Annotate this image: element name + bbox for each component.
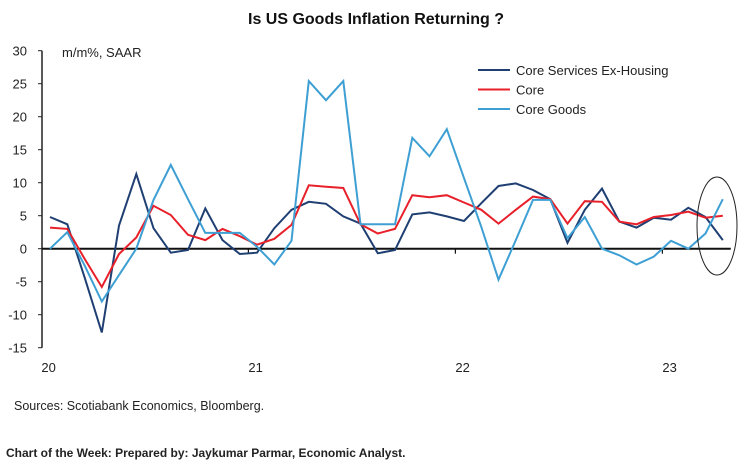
legend-item: Core Services Ex-Housing <box>478 63 668 78</box>
x-tick-label: 21 <box>248 360 262 375</box>
legend-item: Core Goods <box>478 102 587 117</box>
y-axis: -15 -10 -5 0 5 10 15 20 25 30 <box>8 44 43 356</box>
y-tick-label: 30 <box>13 44 27 59</box>
series-line-core-goods <box>49 78 724 304</box>
y-tick-label: -10 <box>8 308 27 323</box>
highlight-ellipse <box>696 176 738 276</box>
y-tick-label: 20 <box>13 110 27 125</box>
chart-title: Is US Goods Inflation Returning ? <box>248 11 504 28</box>
x-tick-label: 20 <box>41 360 55 375</box>
y-tick-label: -5 <box>15 275 27 290</box>
x-tick-label: 22 <box>455 360 469 375</box>
legend-label: Core Services Ex-Housing <box>516 63 668 78</box>
y-tick-label: 0 <box>20 242 27 257</box>
x-tick-label: 23 <box>662 360 676 375</box>
series-lines <box>49 78 724 333</box>
footer-credit: Chart of the Week: Prepared by: Jaykumar… <box>6 446 405 460</box>
y-tick-label: 25 <box>13 77 27 92</box>
legend-label: Core Goods <box>516 102 587 117</box>
sources-note: Sources: Scotiabank Economics, Bloomberg… <box>14 399 264 413</box>
series-line-core-services-ex-housing <box>49 170 724 333</box>
legend-item: Core <box>478 83 544 98</box>
series-line-core <box>49 184 723 290</box>
y-tick-label: 5 <box>20 209 27 224</box>
legend-label: Core <box>516 83 544 98</box>
y-tick-label: 15 <box>13 143 27 158</box>
x-axis: 20 21 22 23 <box>41 247 731 375</box>
y-tick-label: -15 <box>8 341 27 356</box>
y-tick-label: 10 <box>13 176 27 191</box>
legend: Core Services Ex-Housing Core Core Goods <box>478 63 668 117</box>
y-axis-unit-label: m/m%, SAAR <box>62 45 141 60</box>
